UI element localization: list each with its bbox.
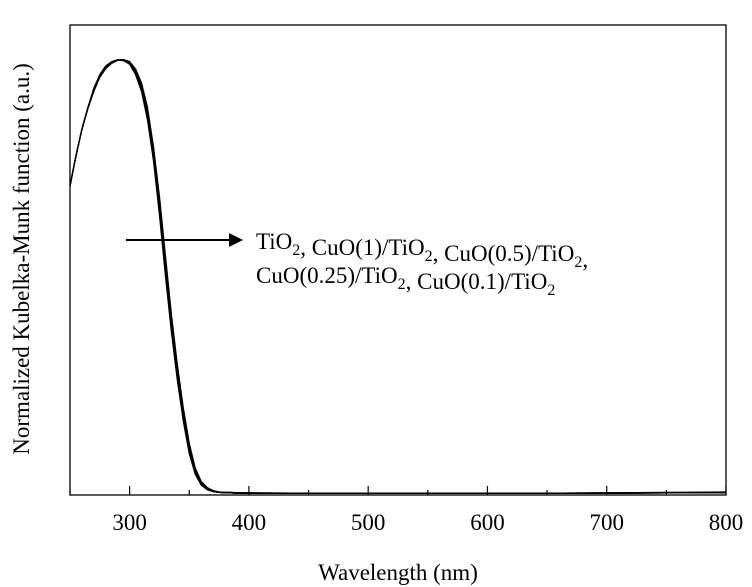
x-axis-title: Wavelength (nm) [318, 560, 478, 585]
annotation-text: , CuO(0.1)/TiO [406, 269, 548, 294]
annotation-subscript: 2 [574, 254, 582, 271]
series-lines [69, 59, 727, 494]
x-tick-label: 400 [232, 510, 267, 535]
x-tick-label: 500 [351, 510, 386, 535]
x-tick-label: 800 [709, 510, 744, 535]
annotation-line-2: CuO(0.25)/TiO2, CuO(0.1)/TiO2 [256, 263, 555, 299]
annotation-text: , CuO(1)/TiO [300, 235, 424, 260]
y-axis-title: Normalized Kubelka-Munk function (a.u.) [9, 63, 34, 455]
annotation: TiO2, CuO(1)/TiO2, CuO(0.5)/TiO2, CuO(0.… [126, 229, 588, 299]
annotation-subscript: 2 [547, 282, 555, 299]
plot-frame [69, 24, 727, 496]
annotation-text: , CuO(0.5)/TiO [433, 241, 575, 266]
series-line-5 [69, 59, 726, 494]
annotation-arrow-head [229, 233, 243, 247]
annotation-subscript: 2 [398, 276, 406, 293]
annotation-subscript: 2 [292, 242, 300, 259]
x-tick-label: 300 [112, 510, 147, 535]
annotation-text: , [582, 247, 588, 272]
annotation-line-1: TiO2, CuO(1)/TiO2, CuO(0.5)/TiO2, [256, 229, 588, 272]
annotation-text: TiO [256, 229, 292, 254]
annotation-text: CuO(0.25)/TiO [256, 263, 398, 288]
x-tick-label: 700 [589, 510, 624, 535]
x-tick-label: 600 [470, 510, 505, 535]
annotation-subscript: 2 [425, 248, 433, 265]
x-axis-tick-labels: 300 400 500 600 700 800 [112, 510, 743, 535]
